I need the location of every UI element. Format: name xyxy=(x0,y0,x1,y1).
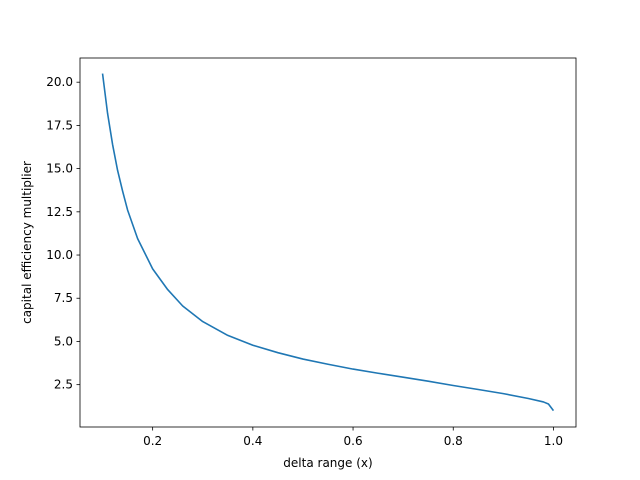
y-tick-label: 10.0 xyxy=(46,248,73,262)
y-tick-label: 17.5 xyxy=(46,118,73,132)
x-tick-label: 0.2 xyxy=(143,434,162,448)
x-tick-label: 0.4 xyxy=(243,434,262,448)
y-tick-label: 2.5 xyxy=(54,378,73,392)
x-tick-label: 0.8 xyxy=(444,434,463,448)
series-line xyxy=(101,73,555,412)
y-tick-label: 12.5 xyxy=(46,205,73,219)
x-tick-label: 0.6 xyxy=(344,434,363,448)
plot-area xyxy=(101,73,555,412)
axes-frame xyxy=(79,57,577,428)
y-axis-label: capital efficiency multiplier xyxy=(20,161,34,324)
y-tick-label: 20.0 xyxy=(46,75,73,89)
y-tick-label: 5.0 xyxy=(54,334,73,348)
x-tick-label: 1.0 xyxy=(544,434,563,448)
y-tick-label: 7.5 xyxy=(54,291,73,305)
axis-ticks: 0.2 0.4 0.6 0.8 1.0 2.5 5.0 7.5 10.0 12.5 15.0 17.5… xyxy=(46,75,563,448)
y-tick-label: 15.0 xyxy=(46,162,73,176)
x-axis-label: delta range (x) xyxy=(283,456,372,470)
